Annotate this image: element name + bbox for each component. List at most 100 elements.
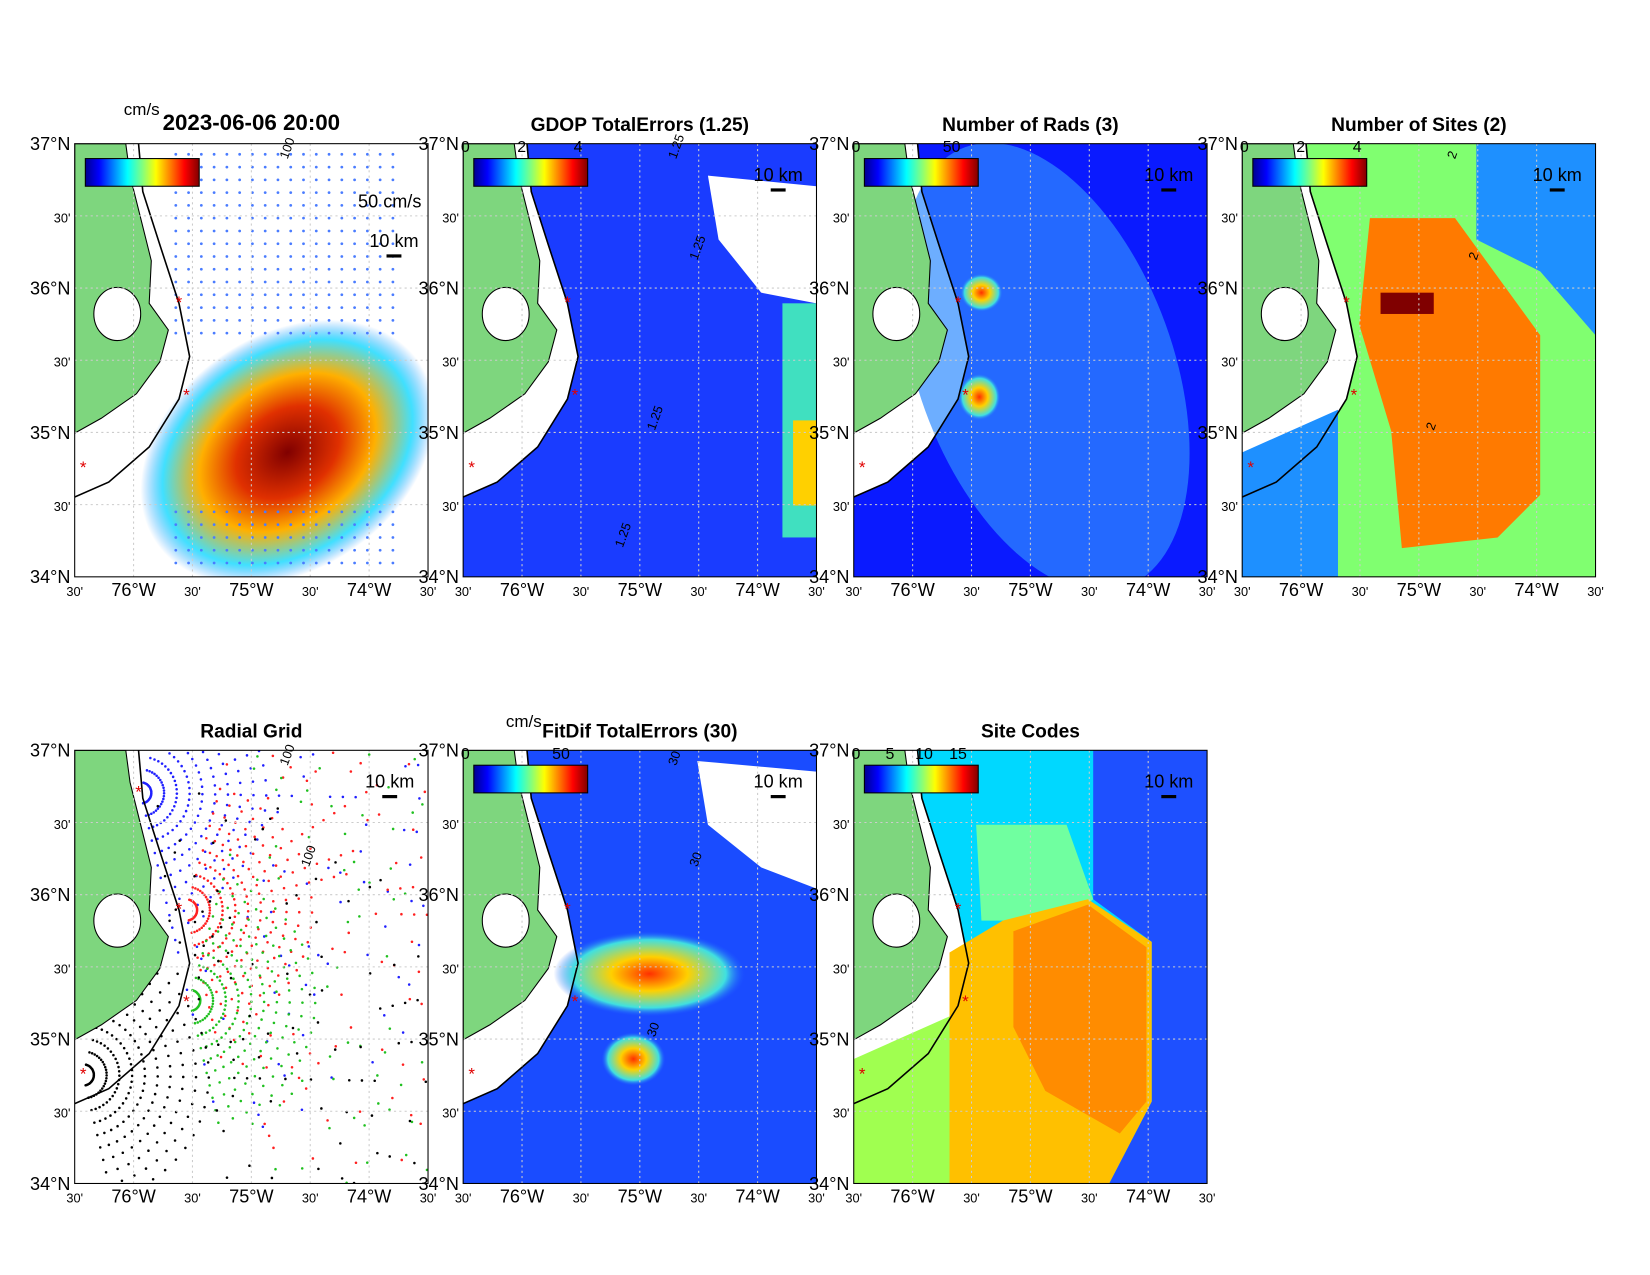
lon-label: 30': [455, 584, 472, 599]
radial-point: [417, 955, 420, 958]
radial-point: [239, 1035, 242, 1038]
radial-point: [181, 1128, 184, 1131]
radial-point: [137, 1046, 140, 1049]
radial-point: [111, 1034, 114, 1037]
radial-point: [163, 819, 166, 822]
scale-bar: [1161, 188, 1176, 191]
radial-point: [194, 887, 197, 890]
radial-point: [248, 935, 251, 938]
radial-point: [102, 1085, 105, 1088]
radial-point: [162, 889, 165, 892]
vector-dot: [213, 153, 216, 156]
radial-point: [210, 1057, 213, 1060]
radial-point: [271, 836, 274, 839]
radial-point: [102, 1104, 105, 1107]
radial-point: [260, 910, 263, 913]
radial-point: [274, 1168, 277, 1171]
vector-dot: [264, 166, 267, 169]
vector-dot: [353, 306, 356, 309]
radial-point: [317, 1062, 320, 1065]
radial-point: [262, 898, 265, 901]
radial-point: [232, 1059, 235, 1062]
vector-dot: [353, 191, 356, 194]
vector-dot: [225, 268, 228, 271]
vector-dot: [302, 178, 305, 181]
radial-point: [399, 887, 402, 890]
radial-point: [404, 1002, 407, 1005]
radial-point: [281, 1084, 284, 1087]
radial-point: [116, 1140, 119, 1143]
vector-dot: [264, 230, 267, 233]
radial-point: [339, 1142, 342, 1145]
radial-point: [173, 805, 176, 808]
radial-point: [220, 901, 223, 904]
radial-point: [198, 976, 201, 979]
radial-point: [206, 984, 209, 987]
radial-point: [366, 954, 369, 957]
radial-point: [96, 1055, 99, 1058]
radial-point: [234, 915, 237, 918]
radial-point: [118, 1070, 121, 1073]
radial-point: [136, 1103, 139, 1106]
radial-point: [424, 791, 427, 794]
radial-point: [350, 770, 353, 773]
radial-point: [202, 885, 205, 888]
radial-point: [205, 1072, 208, 1075]
vector-dot: [340, 306, 343, 309]
radial-point: [163, 1106, 166, 1109]
radial-point: [118, 1024, 121, 1027]
vector-dot: [213, 191, 216, 194]
radial-point: [236, 883, 239, 886]
radial-point: [224, 814, 227, 817]
vector-dot: [277, 306, 280, 309]
lat-label: 34°N: [809, 1174, 849, 1194]
vector-dot: [225, 511, 228, 514]
radial-point: [400, 1084, 403, 1087]
radial-point: [243, 1049, 246, 1052]
radial-point: [207, 879, 210, 882]
vector-dot: [238, 268, 241, 271]
radial-point: [313, 1017, 316, 1020]
radial-point: [258, 861, 261, 864]
radial-point: [277, 974, 280, 977]
radial-point: [175, 797, 178, 800]
vector-dot: [366, 153, 369, 156]
radial-point: [126, 1052, 129, 1055]
radial-point: [359, 762, 362, 765]
radial-point: [220, 1056, 223, 1059]
lat-label: 30': [833, 1106, 850, 1121]
radial-point: [233, 1077, 236, 1080]
radial-point: [328, 858, 331, 861]
radial-point: [379, 879, 382, 882]
radial-point: [229, 854, 232, 857]
radial-point: [199, 890, 202, 893]
radial-point: [228, 1077, 231, 1080]
vector-dot: [392, 217, 395, 220]
radial-point: [244, 972, 247, 975]
radial-point: [262, 879, 265, 882]
vector-dot: [277, 536, 280, 539]
radial-point: [211, 1043, 214, 1046]
vector-dot: [225, 536, 228, 539]
vector-dot: [264, 204, 267, 207]
vector-dot: [340, 230, 343, 233]
vector-dot: [187, 511, 190, 514]
vector-dot: [238, 166, 241, 169]
vector-dot: [340, 511, 343, 514]
vector-dot: [315, 523, 318, 526]
lon-label: 30': [1234, 584, 1251, 599]
radial-point: [205, 827, 208, 830]
vector-dot: [187, 549, 190, 552]
radial-point: [173, 756, 176, 759]
radial-point: [422, 1078, 425, 1081]
radial-point: [234, 758, 237, 761]
radial-point: [157, 807, 160, 810]
lat-label: 30': [833, 355, 850, 370]
radial-point: [168, 1001, 171, 1004]
radial-point: [228, 804, 231, 807]
radial-point: [228, 1028, 231, 1031]
vector-dot: [392, 511, 395, 514]
vector-dot: [238, 523, 241, 526]
radial-point: [227, 840, 230, 843]
radial-point: [253, 1058, 256, 1061]
